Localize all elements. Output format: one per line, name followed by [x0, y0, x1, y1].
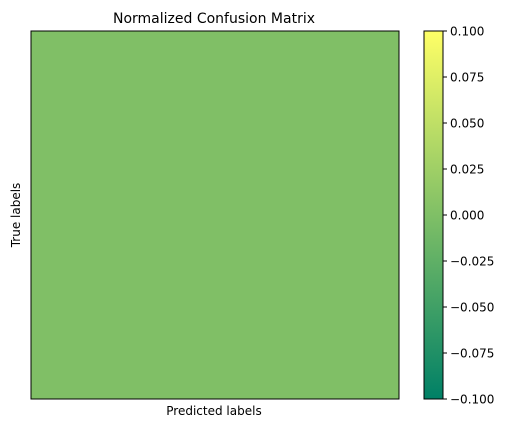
colorbar-tick-label: 0.075 — [450, 71, 484, 85]
colorbar-tick-label: 0.000 — [450, 209, 484, 223]
colorbar-tick-label: 0.050 — [450, 117, 484, 131]
colorbar-tick-label: −0.075 — [450, 347, 494, 361]
colorbar-tick-label: 0.025 — [450, 163, 484, 177]
colorbar-ticks: −0.100 −0.075 −0.050 −0.025 0.000 0.025 0.050 0… — [443, 25, 494, 407]
chart-title: Normalized Confusion Matrix — [113, 11, 315, 27]
colorbar-tick-label: −0.025 — [450, 255, 494, 269]
colorbar — [424, 31, 443, 399]
x-axis-label: Predicted labels — [166, 404, 261, 418]
heatmap-cells — [31, 31, 399, 399]
heatmap-cell — [31, 31, 399, 399]
y-axis-label: True labels — [9, 183, 23, 249]
colorbar-tick-label: 0.100 — [450, 25, 484, 39]
colorbar-tick-label: −0.050 — [450, 301, 494, 315]
heatmap-frame — [30, 30, 400, 400]
colorbar-tick-label: −0.100 — [450, 393, 494, 407]
